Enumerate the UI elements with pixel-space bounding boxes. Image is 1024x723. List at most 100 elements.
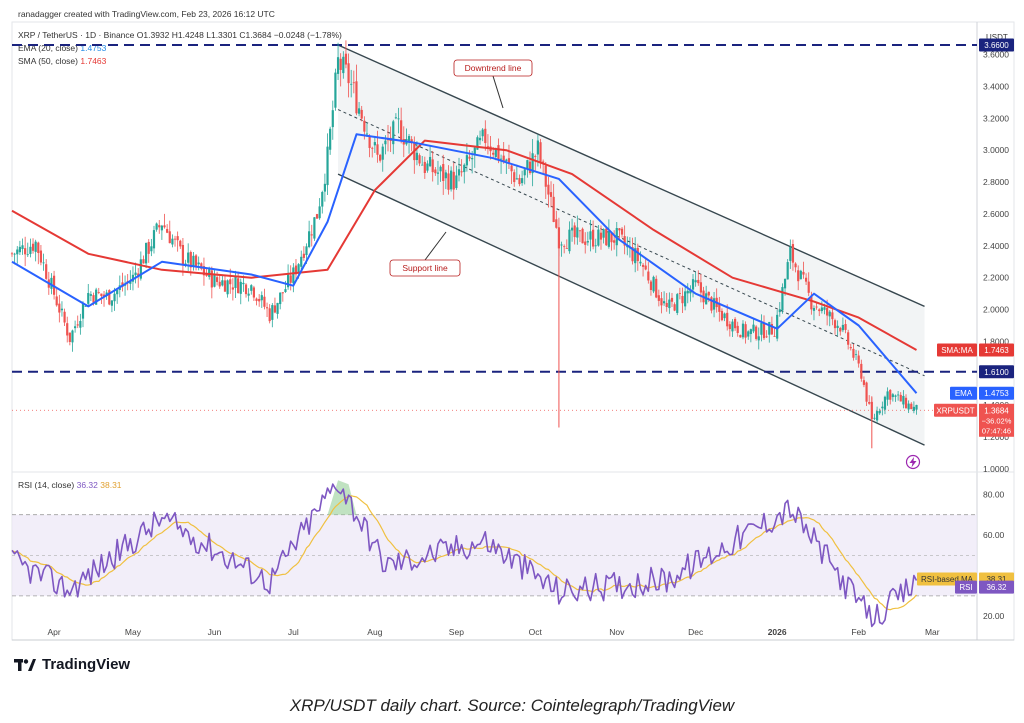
rsi-legend-label: RSI (14, close) bbox=[18, 480, 75, 490]
ema-name-tag: EMA bbox=[955, 389, 973, 398]
price-tick-label: 2.4000 bbox=[983, 241, 1009, 251]
candle-body bbox=[34, 241, 37, 252]
candle-body bbox=[68, 332, 71, 342]
candle-body bbox=[644, 265, 647, 270]
candle-body bbox=[308, 231, 311, 248]
price-tick-label: 3.2000 bbox=[983, 113, 1009, 123]
candle-body bbox=[158, 225, 161, 228]
candle-body bbox=[841, 324, 844, 331]
candle-body bbox=[613, 240, 616, 243]
candle-body bbox=[552, 196, 555, 222]
last-price-value: 1.3684 bbox=[984, 406, 1009, 415]
candle-body bbox=[902, 395, 905, 405]
resistance-price-tag: 3.6600 bbox=[984, 41, 1009, 50]
candle-body bbox=[268, 308, 271, 322]
candle-body bbox=[292, 267, 295, 284]
candle-body bbox=[723, 313, 726, 319]
candle-body bbox=[60, 308, 64, 311]
candle-body bbox=[463, 164, 466, 173]
candle-body bbox=[641, 264, 645, 267]
candle-body bbox=[263, 296, 266, 307]
candle-body bbox=[481, 129, 484, 137]
candle-body bbox=[336, 57, 340, 74]
candle-body bbox=[442, 164, 445, 181]
downtrend-callout-pointer bbox=[492, 75, 504, 109]
candle-body bbox=[110, 300, 114, 306]
channel-fill bbox=[338, 44, 925, 446]
price-tick-label: 1.8000 bbox=[983, 336, 1009, 346]
candle-body bbox=[284, 289, 287, 293]
symbol-name: XRP / TetherUS · 1D · Binance bbox=[18, 30, 135, 40]
sma50-line bbox=[11, 139, 917, 351]
resistance-price-tag-bg bbox=[979, 38, 1014, 52]
candle-body bbox=[812, 308, 816, 311]
time-tick-label: Apr bbox=[47, 627, 60, 637]
candle-body bbox=[860, 363, 863, 379]
candle-body bbox=[213, 274, 216, 287]
candle-body bbox=[568, 229, 571, 252]
candle-body bbox=[31, 243, 35, 251]
candle-body bbox=[173, 238, 177, 240]
price-tick-label: 2.0000 bbox=[983, 305, 1009, 315]
candle-body bbox=[907, 403, 910, 410]
candle-body bbox=[518, 178, 521, 185]
rsi-tick-label: 80.00 bbox=[983, 489, 1005, 499]
candle-body bbox=[639, 261, 642, 264]
candle-body bbox=[376, 144, 379, 155]
candle-body bbox=[594, 245, 597, 247]
candle-body bbox=[492, 152, 495, 155]
candle-body bbox=[397, 118, 400, 120]
candle-body bbox=[791, 244, 795, 263]
candle-body bbox=[797, 270, 800, 282]
support-callout-pointer bbox=[424, 231, 447, 261]
candle-body bbox=[229, 279, 232, 285]
rsi-value-tag-bg bbox=[979, 580, 1014, 594]
candle-body bbox=[29, 246, 32, 254]
candle-body bbox=[407, 136, 411, 142]
candle-body bbox=[589, 231, 592, 240]
candle-body bbox=[200, 263, 203, 269]
candle-body bbox=[331, 110, 334, 128]
candle-body bbox=[602, 229, 605, 238]
candle-body bbox=[145, 242, 148, 264]
candle-body bbox=[137, 273, 140, 277]
candle-body bbox=[276, 302, 279, 314]
price-tick-label: 1.0000 bbox=[983, 464, 1009, 474]
candle-body bbox=[886, 391, 889, 400]
last-price-tag-bg bbox=[979, 403, 1014, 437]
candle-body bbox=[313, 217, 316, 239]
candle-body bbox=[371, 147, 374, 149]
candle-body bbox=[344, 53, 348, 65]
candle-body bbox=[515, 178, 518, 180]
candle-body bbox=[873, 417, 876, 419]
time-tick-label: Oct bbox=[529, 627, 543, 637]
candle-body bbox=[202, 266, 206, 276]
candle-body bbox=[607, 231, 610, 247]
candle-body bbox=[71, 330, 74, 343]
candle-body bbox=[342, 56, 345, 74]
candle-body bbox=[89, 294, 92, 296]
candle-body bbox=[365, 133, 369, 135]
candle-body bbox=[455, 175, 458, 189]
candle-body bbox=[294, 265, 298, 275]
lightning-icon bbox=[909, 457, 917, 468]
candle-body bbox=[484, 128, 487, 144]
candle-body bbox=[147, 241, 150, 254]
candle-body bbox=[668, 299, 671, 309]
candle-body bbox=[415, 152, 419, 161]
price-chart[interactable]: USDT 3.6000 3.4000 3.2000 3.0000 2.8000 2.6000… bbox=[0, 0, 1024, 650]
candle-body bbox=[155, 223, 158, 230]
candle-body bbox=[592, 229, 595, 247]
candle-body bbox=[426, 163, 429, 171]
candle-body bbox=[770, 324, 774, 335]
candle-body bbox=[134, 272, 137, 276]
candle-body bbox=[510, 165, 513, 172]
candle-body bbox=[360, 109, 363, 119]
candle-body bbox=[844, 324, 847, 330]
candle-body bbox=[79, 320, 82, 328]
sma-legend: SMA (50, close) 1.7463 bbox=[18, 56, 106, 66]
candle-body bbox=[586, 241, 589, 243]
candle-body bbox=[802, 271, 805, 275]
time-tick-label: Jun bbox=[208, 627, 222, 637]
candle-body bbox=[39, 250, 43, 263]
